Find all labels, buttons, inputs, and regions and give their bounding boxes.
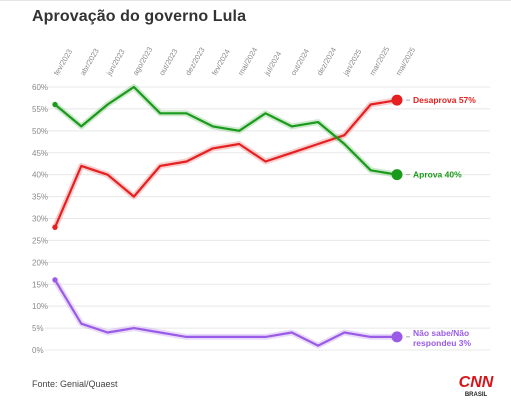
y-tick-label: 10% [32,302,48,311]
y-tick-label: 45% [32,149,48,158]
x-tick-label: jul/2024 [262,50,283,78]
x-tick-label: jun/2023 [104,48,127,78]
x-axis-ticks: fev/2023 abr/2023 jun/2023 ago/2023 out/2023… [52,45,417,78]
logo-wordmark: CNN [459,374,494,391]
series-label-nao_sabe: Não sabe/Não [413,328,469,338]
y-tick-label: 15% [32,280,48,289]
series-start-point-aprova [52,101,58,108]
source-note: Fonte: Genial/Quaest [32,379,118,389]
x-tick-label: mai/2025 [394,46,417,77]
series-glow-nao_sabe [52,276,400,349]
y-tick-label: 50% [32,127,48,136]
x-tick-label: fev/2023 [52,48,74,77]
series-line-nao_sabe [53,278,399,347]
y-tick-label: 0% [32,346,44,355]
series-end-point-desaprova [391,94,403,106]
series-label-aprova: Aprova 40% [413,170,462,180]
grid-lines [45,86,490,351]
logo-subtitle: BRASIL [465,392,488,398]
y-tick-label: 40% [32,171,48,180]
series-label-nao_sabe: respondeu 3% [413,338,472,348]
series-glow-desaprova [52,97,400,231]
series-end-point-aprova [391,169,403,181]
series-end-point-nao_sabe [391,331,403,343]
x-tick-label: mar/2025 [368,45,392,77]
x-tick-label: mai/2024 [236,46,259,77]
series-labels: Desaprova 57% Aprova 40% Não sabe/Nãorespo… [406,95,476,348]
chart-title: Aprovação do governo Lula [32,8,247,25]
y-tick-label: 60% [32,83,48,92]
x-tick-label: dez/2024 [315,46,338,77]
x-tick-label: fev/2024 [210,48,232,77]
y-tick-label: 30% [32,215,48,224]
x-tick-label: out/2023 [157,47,179,77]
y-tick-label: 55% [32,105,48,114]
x-tick-label: dez/2023 [183,46,206,77]
series-line-aprova [53,85,399,176]
series-label-desaprova: Desaprova 57% [413,95,476,105]
series-lines [52,84,403,349]
x-tick-label: jan/2025 [341,48,364,78]
series-start-point-desaprova [52,224,58,230]
x-tick-label: ago/2023 [131,45,154,77]
series-line-desaprova [53,99,399,229]
series-start-point-nao_sabe [52,277,58,283]
x-tick-label: out/2024 [289,47,311,77]
x-tick-label: abr/2023 [78,47,101,77]
y-axis-ticks: 0% 5% 10% 15% 20% 25% 30% 35% 40% 45% 50% 55% 60% [32,83,48,355]
top-divider [0,0,511,1]
y-tick-label: 20% [32,258,48,267]
y-tick-label: 35% [32,193,48,202]
cnn-brasil-logo: CNN BRASIL [459,374,494,398]
y-tick-label: 25% [32,236,48,245]
y-tick-label: 5% [32,324,44,333]
